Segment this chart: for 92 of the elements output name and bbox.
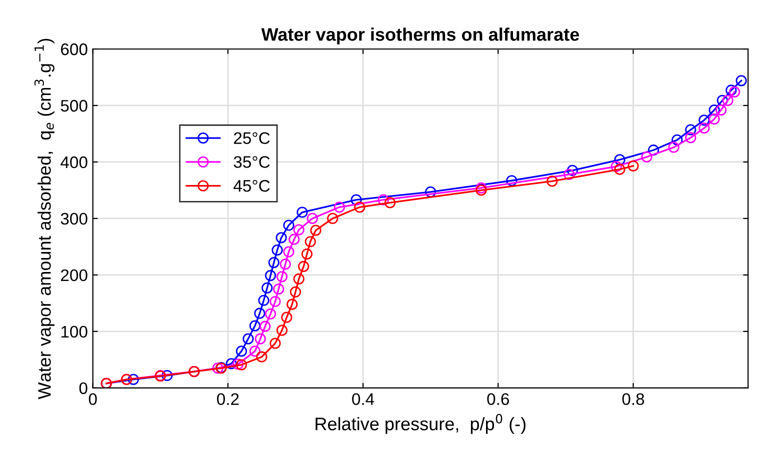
point <box>162 370 173 382</box>
point <box>327 212 338 224</box>
x-axis-title: Relative pressure, p/p$^{0}$ (-) <box>316 414 526 434</box>
point <box>708 104 720 116</box>
point <box>648 144 660 156</box>
point <box>506 175 518 186</box>
point <box>268 256 280 268</box>
point <box>236 359 248 370</box>
chart-title: Water vapor isotherms on alfumarate <box>261 28 580 44</box>
y-tick-label: 400 <box>60 156 88 168</box>
point <box>273 284 284 295</box>
point <box>249 346 261 357</box>
y-tick-label: 0 <box>79 382 88 394</box>
point <box>128 374 139 386</box>
point <box>425 186 436 198</box>
point <box>301 248 313 260</box>
point <box>283 246 294 258</box>
point <box>698 114 710 126</box>
y-tick-label: 600 <box>61 43 88 56</box>
point <box>728 86 740 98</box>
point <box>256 351 268 362</box>
y-tick-label: 100 <box>61 326 88 338</box>
point <box>354 202 366 213</box>
point <box>306 212 318 224</box>
point <box>293 224 304 236</box>
y-tick-label: 300 <box>60 212 88 225</box>
point <box>698 122 710 134</box>
point <box>242 333 254 344</box>
point <box>668 142 680 153</box>
legend-label: 35°C <box>234 156 270 168</box>
point <box>610 160 622 172</box>
point <box>249 320 261 332</box>
point <box>378 194 389 206</box>
point <box>276 324 288 336</box>
point <box>685 124 696 136</box>
point <box>641 151 652 162</box>
point <box>276 271 288 282</box>
point <box>270 338 281 349</box>
point <box>476 184 487 196</box>
point <box>476 182 487 194</box>
point <box>722 94 734 106</box>
point <box>276 232 287 244</box>
point <box>304 236 316 248</box>
point <box>212 362 224 374</box>
point <box>716 94 728 106</box>
point <box>226 358 237 370</box>
point <box>708 113 720 125</box>
x-tick-label: 0.4 <box>352 393 374 406</box>
x-tick-label: 0.8 <box>622 393 644 406</box>
legend-label: 25°C <box>234 132 270 144</box>
point <box>286 298 298 310</box>
point <box>258 294 270 306</box>
point <box>260 320 271 332</box>
y-tick-label: 500 <box>60 100 88 112</box>
point <box>283 220 294 231</box>
point <box>264 308 276 320</box>
point <box>614 164 626 175</box>
point <box>564 168 575 180</box>
point <box>350 194 362 206</box>
point <box>254 308 266 319</box>
point <box>726 84 737 96</box>
point <box>685 132 696 144</box>
point <box>715 104 727 116</box>
x-tick-label: 0.6 <box>487 393 509 406</box>
point <box>672 134 683 146</box>
point <box>290 286 302 298</box>
point <box>628 160 639 172</box>
point <box>264 270 276 282</box>
point <box>293 273 304 284</box>
legend-label: 45°C <box>234 180 270 192</box>
point <box>566 164 578 176</box>
point <box>232 358 244 370</box>
point <box>384 197 396 208</box>
point <box>288 234 300 245</box>
point <box>298 260 310 272</box>
point <box>546 176 558 187</box>
y-axis-title: Water vapor amount adsorbed, q$_{e}$ (cm$^{3}$.g$^{−1}$) <box>34 38 54 400</box>
point <box>334 202 345 213</box>
point <box>236 346 248 357</box>
point <box>272 244 283 256</box>
point <box>310 224 322 236</box>
y-tick-label: 200 <box>61 269 88 282</box>
x-tick-label: 0.2 <box>217 393 239 406</box>
point <box>262 282 273 294</box>
point <box>614 154 626 166</box>
point <box>281 312 292 323</box>
point <box>296 206 308 218</box>
x-tick-label: 0 <box>88 393 97 406</box>
point <box>736 75 747 86</box>
point <box>270 296 281 308</box>
point <box>280 258 291 270</box>
point <box>254 333 266 344</box>
